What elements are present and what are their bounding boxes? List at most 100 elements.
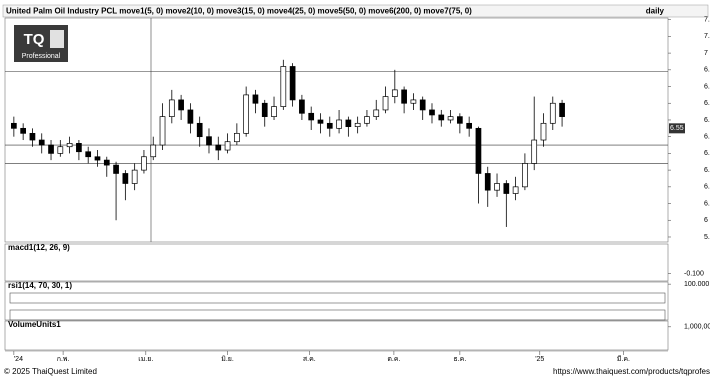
candle-body [457, 116, 463, 124]
candle-body [113, 164, 119, 174]
candle-body [150, 144, 157, 158]
price-panel [4, 17, 669, 243]
y-tick-label: 7.2 [704, 17, 710, 24]
title-bar [2, 4, 709, 18]
x-tick-label: ต.ค. [387, 356, 400, 363]
x-tick-label: ธ.ค. [453, 356, 466, 363]
candle-body [66, 143, 73, 148]
y-tick-label: 6.7 [704, 100, 710, 107]
panel-label: macd1(12, 26, 9) [8, 243, 70, 252]
candle-body [299, 99, 305, 114]
volume-panel [4, 320, 669, 351]
candle-body [410, 99, 417, 104]
candle-body [429, 109, 435, 116]
y-tick-label: 6.9 [704, 67, 710, 74]
panel-label: VolumeUnits1 [8, 320, 61, 329]
candle-body [280, 66, 287, 107]
candle-body [252, 94, 259, 104]
rsi-band [9, 292, 666, 304]
candle-body [178, 99, 184, 111]
candle-body [20, 127, 27, 134]
logo-caption: Professional [22, 53, 61, 60]
candle-body [29, 132, 36, 141]
y-tick-label: 100.000 [684, 281, 709, 288]
candle-body [196, 122, 203, 138]
candle-body [326, 122, 333, 129]
candle-body [494, 183, 500, 191]
candle-body [354, 122, 361, 128]
candle-body [503, 183, 510, 194]
candle-body [540, 122, 547, 141]
candle-body [76, 143, 82, 153]
y-tick-label: 6.6 [704, 117, 710, 124]
x-tick-label: '24 [14, 356, 23, 363]
rsi-band [9, 309, 666, 321]
candle-body [549, 102, 556, 124]
logo-mark: TQ [24, 31, 45, 48]
candle-body [38, 139, 45, 146]
candle-body [522, 163, 528, 188]
candle-body [141, 156, 147, 171]
candle-body [401, 89, 407, 104]
candle-body [317, 119, 324, 124]
x-tick-label: เม.ย. [138, 356, 153, 363]
candle-body [559, 102, 565, 117]
candle-body [243, 94, 250, 134]
y-tick-label: 6.1 [704, 200, 710, 207]
chart-title: United Palm Oil Industry PCL move1(5, 0)… [6, 7, 472, 16]
y-tick-label: 7.1 [704, 33, 710, 40]
logo-icon [50, 30, 64, 48]
candle-body [289, 66, 296, 101]
y-tick-label: 7 [704, 50, 708, 57]
y-tick-label: 6.4 [704, 150, 710, 157]
candle-body [48, 144, 54, 154]
x-tick-label: ส.ค. [303, 356, 316, 363]
candle-body [336, 119, 342, 129]
candle-body [484, 173, 491, 191]
candle-body [345, 119, 352, 128]
candle-body [271, 106, 277, 117]
y-tick-label: -0.100 [684, 270, 704, 277]
footer-right: https://www.thaiquest.com/products/tqpro… [553, 367, 710, 376]
macd-panel [4, 243, 669, 282]
candle-body [531, 139, 538, 164]
candle-body [122, 173, 129, 184]
y-tick-label: 6 [704, 217, 708, 224]
candle-body [466, 122, 473, 129]
candle-body [512, 186, 519, 194]
x-tick-label: ก.พ. [57, 356, 70, 363]
candle-body [11, 122, 17, 129]
candle-body [206, 136, 212, 146]
candle-body [475, 127, 482, 174]
candle-body [224, 141, 231, 151]
candle-body [308, 112, 315, 121]
candle-body [187, 109, 194, 124]
y-tick-label: 6.2 [704, 184, 710, 191]
candle-body [215, 144, 222, 151]
candle-body [159, 116, 166, 146]
panel-label: rsi1(14, 70, 30, 1) [8, 281, 72, 290]
y-tick-label: 5.9 [704, 234, 710, 241]
y-tick-label: 6.8 [704, 83, 710, 90]
candle-body [391, 89, 398, 97]
candle-body [94, 156, 101, 161]
candle-body [168, 99, 175, 117]
last-price-label: 6.55 [670, 125, 684, 132]
candle-body [234, 132, 240, 143]
candle-body [438, 114, 445, 121]
candle-body [364, 116, 370, 124]
x-tick-label: มิ.ย. [221, 355, 234, 363]
x-tick-label: มี.ค. [617, 355, 630, 363]
candle-body [447, 116, 454, 121]
y-tick-label: 6.5 [704, 134, 710, 141]
last-price-box [669, 123, 685, 134]
y-tick-label: 6.3 [704, 167, 710, 174]
candle-body [131, 169, 138, 184]
candle-body [261, 102, 268, 117]
x-tick-label: '25 [535, 356, 544, 363]
interval-label: daily [646, 7, 665, 16]
y-tick-label: 1,000,000 [684, 324, 710, 331]
footer-left: © 2025 ThaiQuest Limited [4, 367, 97, 376]
